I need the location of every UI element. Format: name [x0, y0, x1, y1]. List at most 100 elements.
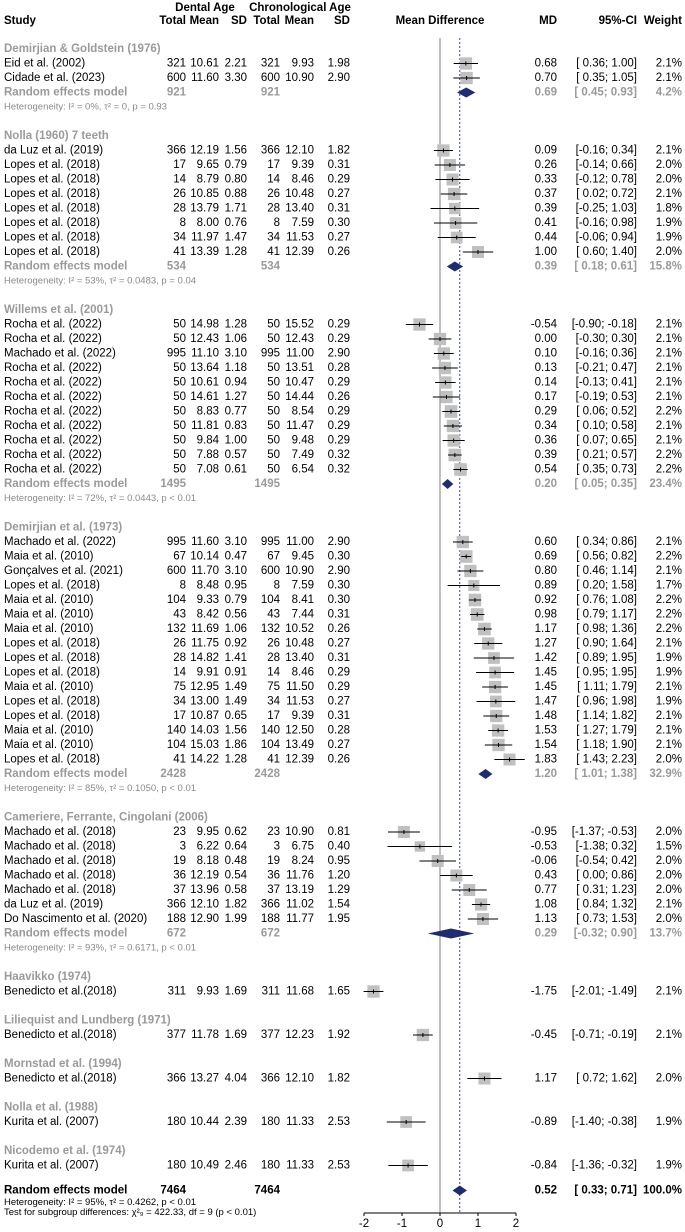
weight-label: 2.2%: [656, 406, 682, 418]
table-cell: 0.40: [328, 841, 350, 853]
total-cell: 672: [167, 928, 186, 940]
table-cell: 366: [261, 899, 280, 911]
study-name: Rocha et al. (2022): [4, 333, 102, 345]
table-cell: 37: [267, 884, 280, 896]
ci-label: [ 1.43; 2.23]: [576, 754, 637, 766]
x-tick-label: 0: [437, 1218, 443, 1230]
ci-label: [ 0.20; 1.58]: [576, 580, 637, 592]
table-cell: 0.54: [225, 870, 248, 882]
table-cell: 0.28: [328, 362, 350, 374]
md-label: 0.20: [535, 478, 557, 490]
pooled-label: Random effects model: [4, 928, 127, 940]
table-cell: 10.48: [285, 188, 314, 200]
table-cell: 9.95: [197, 826, 219, 838]
md-label: 0.70: [535, 72, 557, 84]
table-cell: 11.69: [191, 623, 219, 635]
table-cell: 10.49: [190, 1160, 219, 1172]
table-cell: 12.10: [285, 1073, 314, 1085]
table-cell: 0.27: [328, 696, 350, 708]
table-cell: 13.39: [190, 246, 219, 258]
total-cell: 7464: [160, 1185, 186, 1197]
table-cell: 1.82: [328, 1073, 350, 1085]
study-name: Lopes et al. (2018): [4, 754, 100, 766]
table-cell: 17: [173, 710, 186, 722]
table-cell: 11.75: [191, 638, 219, 650]
pooled-diamond: [457, 87, 476, 98]
weight-label: 2.0%: [656, 855, 682, 867]
heterogeneity: Heterogeneity: I² = 95%, τ² = 0.4262, p …: [4, 1197, 196, 1208]
table-cell: 13.40: [285, 652, 314, 664]
weight-label: 2.1%: [656, 420, 682, 432]
table-cell: 11.10: [191, 348, 219, 360]
md-label: 0.13: [535, 362, 557, 374]
table-cell: 0.95: [225, 580, 247, 592]
weight-label: 4.2%: [656, 87, 682, 99]
column-header: MD: [539, 15, 557, 27]
table-cell: 14.82: [190, 652, 219, 664]
ci-label: [ 1.01; 1.38]: [574, 768, 637, 780]
md-label: 0.44: [535, 232, 558, 244]
ci-label: [ 0.96; 1.98]: [576, 696, 637, 708]
study-name: Benedicto et al.(2018): [4, 1029, 117, 1041]
table-cell: 7.49: [292, 449, 314, 461]
weight-label: 2.1%: [656, 681, 682, 693]
ci-label: [ 0.60; 1.40]: [576, 246, 637, 258]
table-cell: 15.52: [285, 319, 314, 331]
total-cell: 7464: [254, 1185, 280, 1197]
study-name: Kurita et al. (2007): [4, 1160, 99, 1172]
table-cell: 104: [261, 594, 281, 606]
table-cell: 0.29: [328, 333, 350, 345]
study-name: Benedicto et al.(2018): [4, 986, 117, 998]
table-cell: 0.26: [328, 754, 350, 766]
study-name: Lopes et al. (2018): [4, 159, 100, 171]
weight-label: 2.2%: [656, 464, 682, 476]
table-cell: 50: [267, 406, 280, 418]
table-cell: 36: [267, 870, 280, 882]
subgroup-title: Nicodemo et al. (1974): [4, 1145, 126, 1157]
table-cell: 0.27: [328, 739, 350, 751]
md-label: 1.54: [535, 739, 558, 751]
table-cell: 11.70: [191, 565, 219, 577]
table-cell: 14.03: [190, 725, 219, 737]
table-cell: 75: [267, 681, 280, 693]
table-cell: 8: [274, 217, 280, 229]
ci-label: [ 0.06; 0.52]: [576, 406, 637, 418]
table-cell: 12.43: [190, 333, 219, 345]
weight-label: 2.1%: [656, 986, 682, 998]
ci-label: [-1.36; -0.32]: [572, 1160, 637, 1172]
table-cell: 1.95: [328, 913, 350, 925]
table-cell: 17: [267, 710, 280, 722]
table-cell: 7.08: [197, 464, 219, 476]
md-label: 0.17: [535, 391, 557, 403]
table-cell: 366: [167, 1073, 186, 1085]
subgroup-title: Nolla (1960) 7 teeth: [4, 130, 109, 142]
weight-label: 1.5%: [656, 841, 682, 853]
study-name: Benedicto et al.(2018): [4, 1073, 117, 1085]
table-cell: 1.49: [225, 696, 247, 708]
study-name: Lopes et al. (2018): [4, 667, 100, 679]
study-name: Machado et al. (2022): [4, 348, 116, 360]
table-cell: 1.47: [225, 232, 247, 244]
study-name: Lopes et al. (2018): [4, 696, 100, 708]
table-cell: 0.77: [225, 406, 247, 418]
weight-label: 2.0%: [656, 1073, 682, 1085]
column-header: Weight: [644, 15, 682, 27]
total-cell: 672: [261, 928, 280, 940]
x-tick-label: -1: [397, 1218, 407, 1230]
md-label: 0.37: [535, 188, 557, 200]
table-cell: 8.42: [197, 609, 219, 621]
table-cell: 11.00: [286, 348, 314, 360]
study-name: Rocha et al. (2022): [4, 319, 102, 331]
table-cell: 34: [267, 232, 280, 244]
table-cell: 2.90: [328, 72, 350, 84]
table-cell: 0.31: [328, 652, 350, 664]
weight-label: 2.1%: [656, 435, 682, 447]
study-name: Do Nascimento et al. (2020): [4, 913, 147, 925]
table-cell: 104: [167, 594, 187, 606]
ci-label: [ 0.72; 1.62]: [576, 1073, 637, 1085]
table-cell: 366: [167, 145, 186, 157]
column-group: Dental Age: [175, 2, 235, 14]
subgroup-title: Liliequist and Lundberg (1971): [4, 1015, 171, 1027]
weight-label: 2.1%: [656, 348, 682, 360]
table-cell: 0.88: [225, 188, 247, 200]
